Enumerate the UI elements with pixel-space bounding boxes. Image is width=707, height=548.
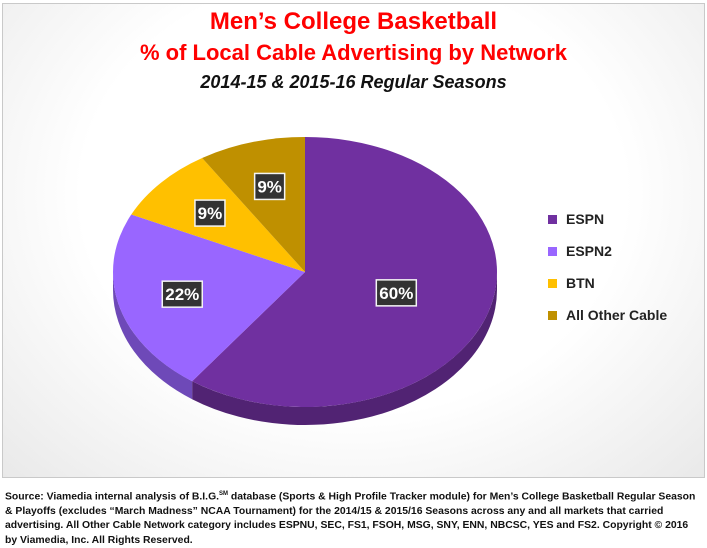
- legend-swatch: [548, 246, 557, 256]
- source-superscript: SM: [219, 491, 229, 497]
- legend-item-btn: BTN: [548, 267, 667, 299]
- legend-label: ESPN2: [566, 243, 612, 259]
- data-label-box: [375, 279, 418, 307]
- data-label-box: [253, 172, 286, 201]
- source-text: database (Sports & High Profile Tracker …: [5, 491, 696, 546]
- data-label-box: [161, 280, 204, 308]
- legend-label: ESPN: [566, 211, 605, 227]
- legend-swatch: [548, 214, 557, 224]
- legend-item-espn: ESPN: [548, 203, 667, 235]
- chart-subtitle: % of Local Cable Advertising by Network: [139, 40, 568, 65]
- source-note: Source: Viamedia internal analysis of B.…: [5, 487, 703, 548]
- legend-label: All Other Cable: [566, 307, 668, 323]
- pie-slice-espn: [192, 137, 498, 407]
- data-label: 9%: [257, 177, 282, 196]
- pie-side-espn: [192, 272, 497, 425]
- source-prefix: Source: Viamedia internal analysis of B.…: [5, 491, 220, 503]
- legend-swatch: [548, 278, 557, 288]
- chart-seasons-subtitle: 2014-15 & 2015-16 Regular Seasons: [200, 72, 507, 92]
- legend-swatch: [548, 310, 557, 320]
- pie-side-espn2: [113, 272, 193, 400]
- legend-label: BTN: [566, 275, 595, 291]
- legend: ESPN ESPN2 BTN All Other Cable: [548, 203, 667, 331]
- pie-slice-all-other-cable: [202, 137, 305, 272]
- data-label: 22%: [165, 285, 199, 304]
- data-label: 60%: [379, 284, 413, 303]
- chart-title: Men’s College Basketball: [209, 8, 498, 35]
- legend-item-all-other-cable: All Other Cable: [548, 299, 667, 331]
- data-label-box: [194, 199, 226, 227]
- pie-slice-espn2: [112, 214, 305, 382]
- data-label: 9%: [198, 204, 223, 223]
- legend-item-espn2: ESPN2: [548, 235, 667, 267]
